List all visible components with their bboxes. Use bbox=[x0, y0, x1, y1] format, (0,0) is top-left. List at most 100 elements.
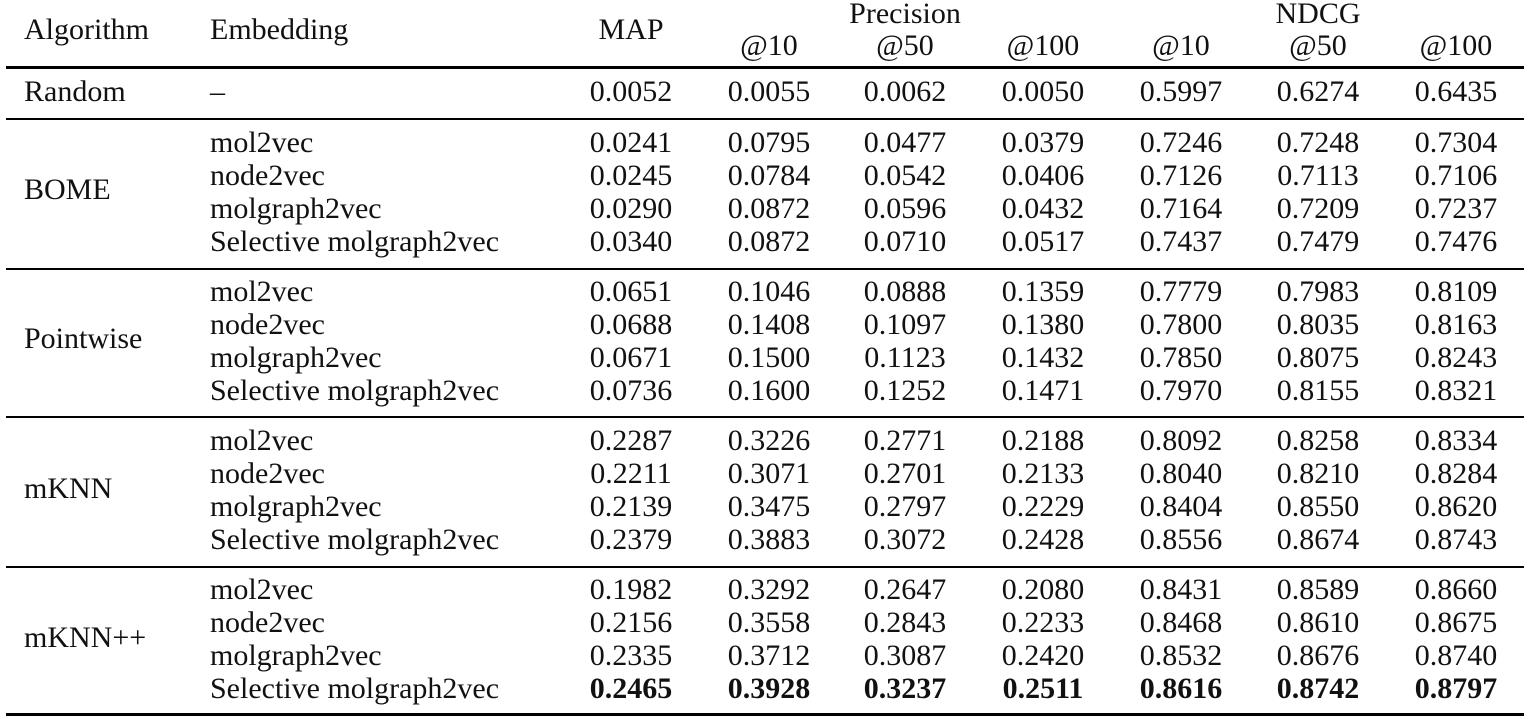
value-cell: 0.0872 bbox=[727, 192, 811, 225]
value-cell: 0.0784 bbox=[727, 159, 811, 192]
value-cell: 0.2771 bbox=[863, 424, 947, 457]
value-cell: 0.8035 bbox=[1276, 308, 1360, 341]
best-value-cell: 0.2465 bbox=[589, 672, 673, 705]
group-rule bbox=[6, 416, 1524, 418]
value-cell: 0.0872 bbox=[727, 225, 811, 258]
value-cell: 0.8740 bbox=[1414, 639, 1498, 672]
embedding-label: mol2vec bbox=[210, 275, 314, 308]
value-cell: 0.1380 bbox=[1001, 308, 1085, 341]
group-rule bbox=[6, 566, 1524, 568]
value-cell: 0.7106 bbox=[1414, 159, 1498, 192]
value-cell: 0.8550 bbox=[1276, 490, 1360, 523]
value-cell: 0.8243 bbox=[1414, 341, 1498, 374]
best-value-cell: 0.3237 bbox=[863, 672, 947, 705]
value-cell: 0.7113 bbox=[1277, 159, 1359, 192]
embedding-label: Selective molgraph2vec bbox=[210, 374, 500, 407]
embedding-label-random: – bbox=[210, 75, 225, 108]
embedding-label: node2vec bbox=[210, 308, 325, 341]
value-cell: 0.8674 bbox=[1276, 523, 1360, 556]
value-cell: 0.7437 bbox=[1139, 225, 1223, 258]
value-cell: 0.0517 bbox=[1001, 225, 1085, 258]
value-cell: 0.1252 bbox=[863, 374, 947, 407]
header-precision-at50: @50 bbox=[876, 29, 934, 62]
value-cell: 0.0340 bbox=[589, 225, 673, 258]
best-value-cell: 0.8616 bbox=[1139, 672, 1223, 705]
value-cell: 0.2287 bbox=[589, 424, 673, 457]
value-cell: 0.8556 bbox=[1139, 523, 1223, 556]
header-ndcg-at100: @100 bbox=[1419, 29, 1493, 62]
value-cell: 0.0052 bbox=[589, 75, 673, 108]
value-cell: 0.8258 bbox=[1276, 424, 1360, 457]
value-cell: 0.8334 bbox=[1414, 424, 1498, 457]
value-cell: 0.8075 bbox=[1276, 341, 1360, 374]
value-cell: 0.8532 bbox=[1139, 639, 1223, 672]
value-cell: 0.1046 bbox=[727, 275, 811, 308]
algorithm-label-pointwise: Pointwise bbox=[24, 322, 143, 355]
value-cell: 0.2139 bbox=[589, 490, 673, 523]
algorithm-label-bome: BOME bbox=[24, 173, 111, 206]
value-cell: 0.7476 bbox=[1414, 225, 1498, 258]
value-cell: 0.7970 bbox=[1139, 374, 1223, 407]
value-cell: 0.1600 bbox=[727, 374, 811, 407]
header-ndcg-at50: @50 bbox=[1289, 29, 1347, 62]
value-cell: 0.3087 bbox=[863, 639, 947, 672]
bottom-rule bbox=[6, 713, 1524, 716]
best-value-cell: 0.2511 bbox=[1002, 672, 1084, 705]
value-cell: 0.0055 bbox=[727, 75, 811, 108]
header-precision-at100: @100 bbox=[1006, 29, 1080, 62]
value-cell: 0.0888 bbox=[863, 275, 947, 308]
value-cell: 0.1359 bbox=[1001, 275, 1085, 308]
best-value-cell: 0.8742 bbox=[1276, 672, 1360, 705]
embedding-label: node2vec bbox=[210, 606, 325, 639]
group-rule bbox=[6, 118, 1524, 120]
value-cell: 0.3883 bbox=[727, 523, 811, 556]
value-cell: 0.3475 bbox=[727, 490, 811, 523]
embedding-label: node2vec bbox=[210, 159, 325, 192]
value-cell: 0.0241 bbox=[589, 126, 673, 159]
embedding-label: Selective molgraph2vec bbox=[210, 672, 500, 705]
value-cell: 0.2379 bbox=[589, 523, 673, 556]
value-cell: 0.3226 bbox=[727, 424, 811, 457]
algorithm-label-mknn: mKNN bbox=[24, 472, 113, 505]
value-cell: 0.2133 bbox=[1001, 457, 1085, 490]
value-cell: 0.7850 bbox=[1139, 341, 1223, 374]
algorithm-label-random: Random bbox=[24, 75, 126, 108]
value-cell: 0.2647 bbox=[863, 573, 947, 606]
value-cell: 0.8163 bbox=[1414, 308, 1498, 341]
value-cell: 0.7209 bbox=[1276, 192, 1360, 225]
embedding-label: node2vec bbox=[210, 457, 325, 490]
value-cell: 0.2843 bbox=[863, 606, 947, 639]
value-cell: 0.8284 bbox=[1414, 457, 1498, 490]
embedding-label: molgraph2vec bbox=[210, 341, 382, 374]
best-value-cell: 0.3928 bbox=[727, 672, 811, 705]
value-cell: 0.6435 bbox=[1414, 75, 1498, 108]
embedding-label: molgraph2vec bbox=[210, 639, 382, 672]
value-cell: 0.0062 bbox=[863, 75, 947, 108]
header-rule bbox=[6, 66, 1524, 69]
value-cell: 0.0710 bbox=[863, 225, 947, 258]
value-cell: 0.2797 bbox=[863, 490, 947, 523]
value-cell: 0.0542 bbox=[863, 159, 947, 192]
value-cell: 0.1123 bbox=[864, 341, 946, 374]
value-cell: 0.0477 bbox=[863, 126, 947, 159]
header-precision-at10: @10 bbox=[740, 29, 798, 62]
value-cell: 0.8092 bbox=[1139, 424, 1223, 457]
value-cell: 0.7800 bbox=[1139, 308, 1223, 341]
group-rule bbox=[6, 268, 1524, 270]
value-cell: 0.3292 bbox=[727, 573, 811, 606]
value-cell: 0.1432 bbox=[1001, 341, 1085, 374]
embedding-label: Selective molgraph2vec bbox=[210, 523, 500, 556]
value-cell: 0.7248 bbox=[1276, 126, 1360, 159]
embedding-label: molgraph2vec bbox=[210, 490, 382, 523]
value-cell: 0.7304 bbox=[1414, 126, 1498, 159]
value-cell: 0.7983 bbox=[1276, 275, 1360, 308]
value-cell: 0.0651 bbox=[589, 275, 673, 308]
value-cell: 0.0050 bbox=[1001, 75, 1085, 108]
value-cell: 0.1097 bbox=[863, 308, 947, 341]
value-cell: 0.3072 bbox=[863, 523, 947, 556]
embedding-label: molgraph2vec bbox=[210, 192, 382, 225]
value-cell: 0.7126 bbox=[1139, 159, 1223, 192]
value-cell: 0.6274 bbox=[1276, 75, 1360, 108]
value-cell: 0.8321 bbox=[1414, 374, 1498, 407]
